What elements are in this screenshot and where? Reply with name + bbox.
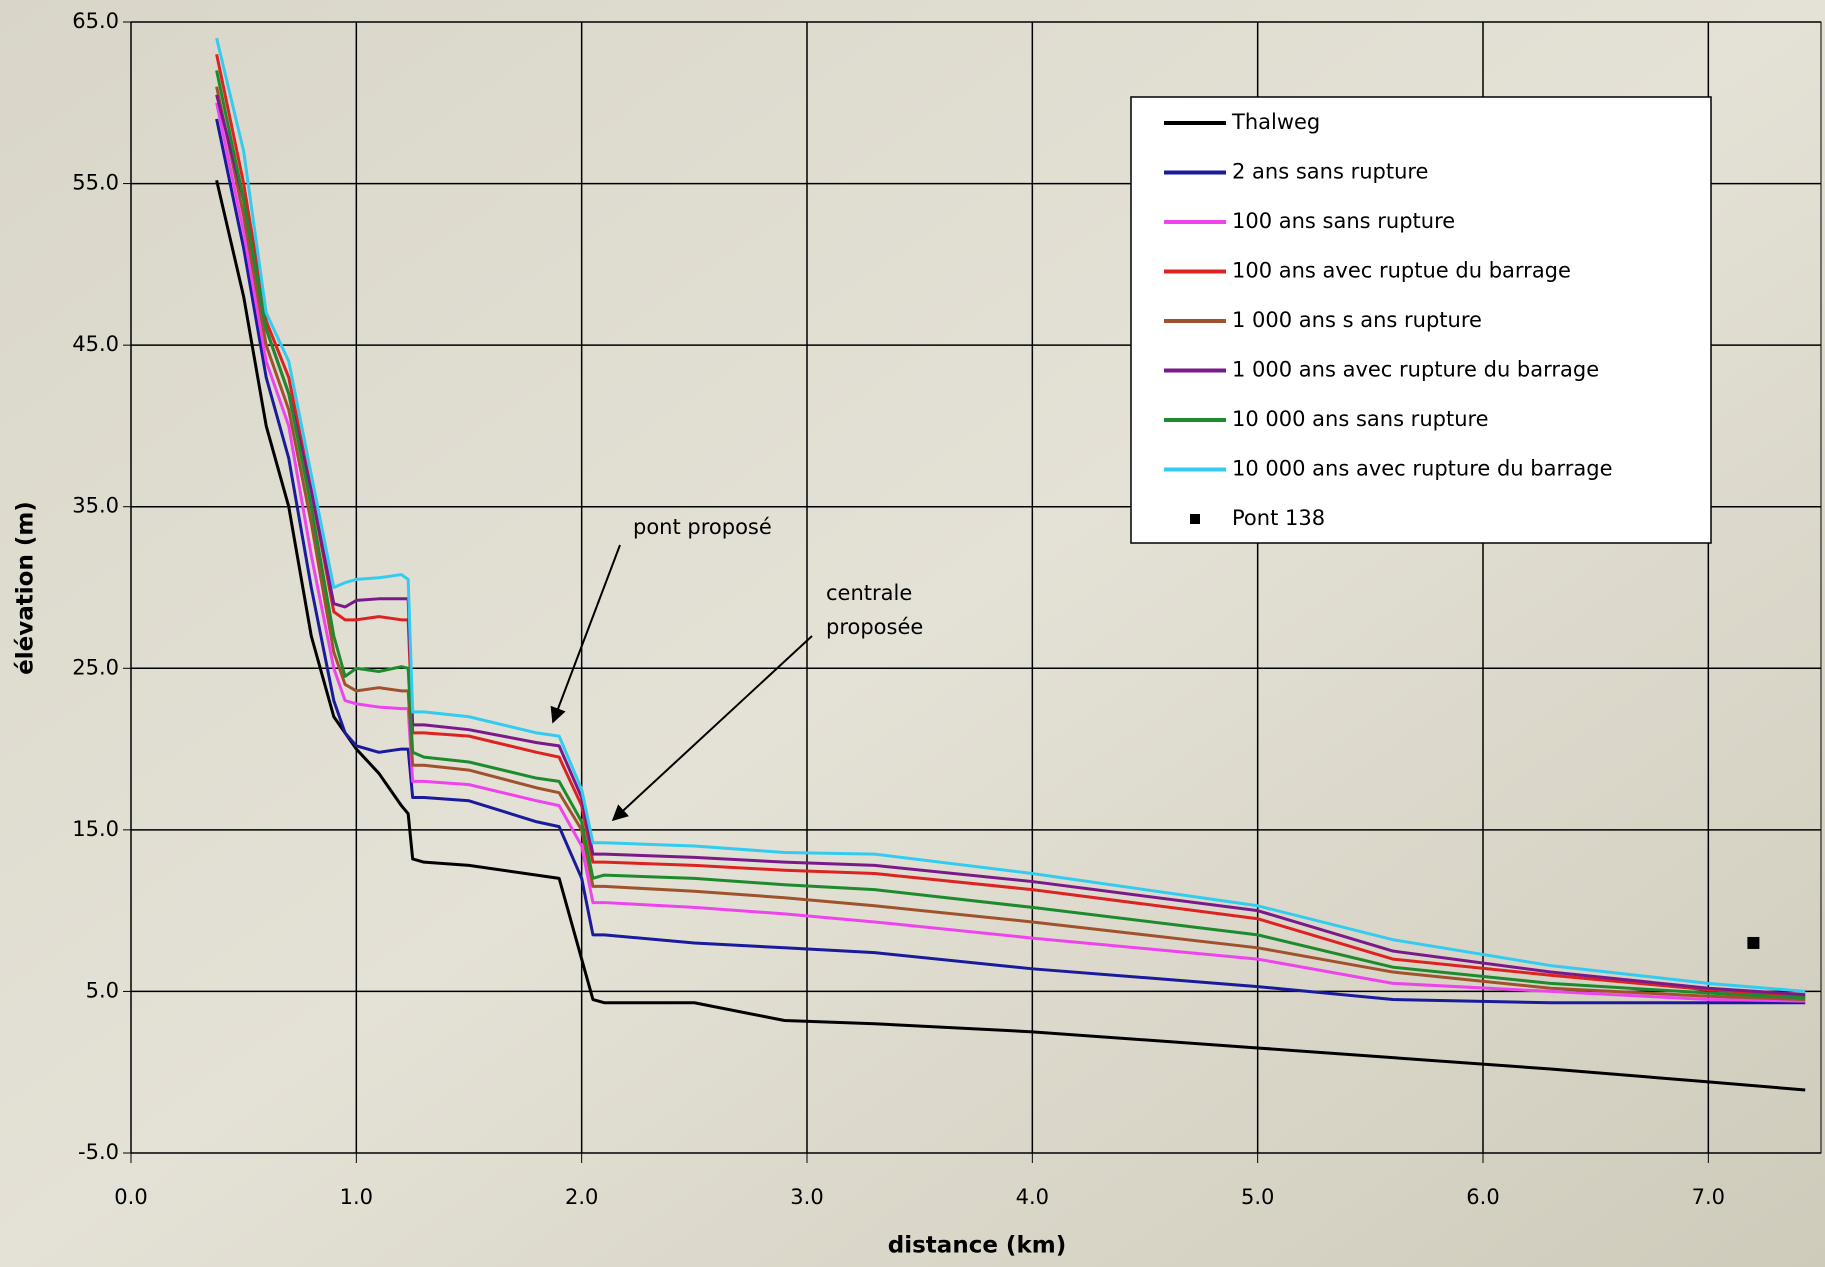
annotation: proposée bbox=[826, 615, 923, 639]
series-line bbox=[215, 70, 1806, 1000]
legend-swatch bbox=[1190, 514, 1200, 524]
x-tick-label: 6.0 bbox=[1466, 1185, 1499, 1209]
annotation: centrale bbox=[826, 581, 912, 605]
series-line bbox=[215, 180, 1806, 1092]
annotation-arrow bbox=[550, 544, 621, 724]
y-tick-label: 45.0 bbox=[72, 332, 119, 356]
legend-box bbox=[1130, 96, 1712, 544]
annotation: pont proposé bbox=[633, 515, 772, 539]
legend-label: Thalweg bbox=[1231, 110, 1320, 134]
series-line bbox=[215, 102, 1806, 1003]
legend-label: 100 ans avec ruptue du barrage bbox=[1232, 259, 1571, 283]
series-line bbox=[215, 118, 1806, 1005]
x-tick-label: 4.0 bbox=[1016, 1185, 1049, 1209]
x-tick-label: 1.0 bbox=[340, 1185, 373, 1209]
y-tick-label: 15.0 bbox=[72, 817, 119, 841]
legend-label: Pont 138 bbox=[1232, 506, 1325, 530]
legend-label: 10 000 ans sans rupture bbox=[1232, 407, 1489, 431]
y-tick-label: 25.0 bbox=[72, 655, 119, 679]
y-tick-label: 55.0 bbox=[72, 171, 119, 195]
y-tick-label: 5.0 bbox=[86, 978, 119, 1002]
legend-label: 2 ans sans rupture bbox=[1232, 160, 1428, 184]
legend-label: 1 000 ans avec rupture du barrage bbox=[1232, 358, 1599, 382]
x-tick-label: 7.0 bbox=[1692, 1185, 1725, 1209]
point-marker bbox=[1747, 936, 1760, 949]
x-tick-label: 2.0 bbox=[565, 1185, 598, 1209]
x-axis-label: distance (km) bbox=[888, 1233, 1066, 1259]
series-line bbox=[215, 86, 1806, 1002]
x-tick-label: 0.0 bbox=[114, 1185, 147, 1209]
legend-label: 100 ans sans rupture bbox=[1232, 209, 1455, 233]
annotation-arrow bbox=[611, 635, 813, 822]
legend-label: 1 000 ans s ans rupture bbox=[1232, 308, 1482, 332]
x-tick-label: 5.0 bbox=[1241, 1185, 1274, 1209]
y-tick-label: 35.0 bbox=[72, 494, 119, 518]
x-tick-label: 3.0 bbox=[790, 1185, 823, 1209]
y-tick-label: -5.0 bbox=[78, 1140, 119, 1164]
legend-label: 10 000 ans avec rupture du barrage bbox=[1232, 457, 1613, 481]
series-line bbox=[215, 37, 1806, 993]
y-axis-label: élévation (m) bbox=[13, 501, 39, 675]
series-line bbox=[215, 94, 1806, 997]
y-tick-label: 65.0 bbox=[72, 9, 119, 33]
